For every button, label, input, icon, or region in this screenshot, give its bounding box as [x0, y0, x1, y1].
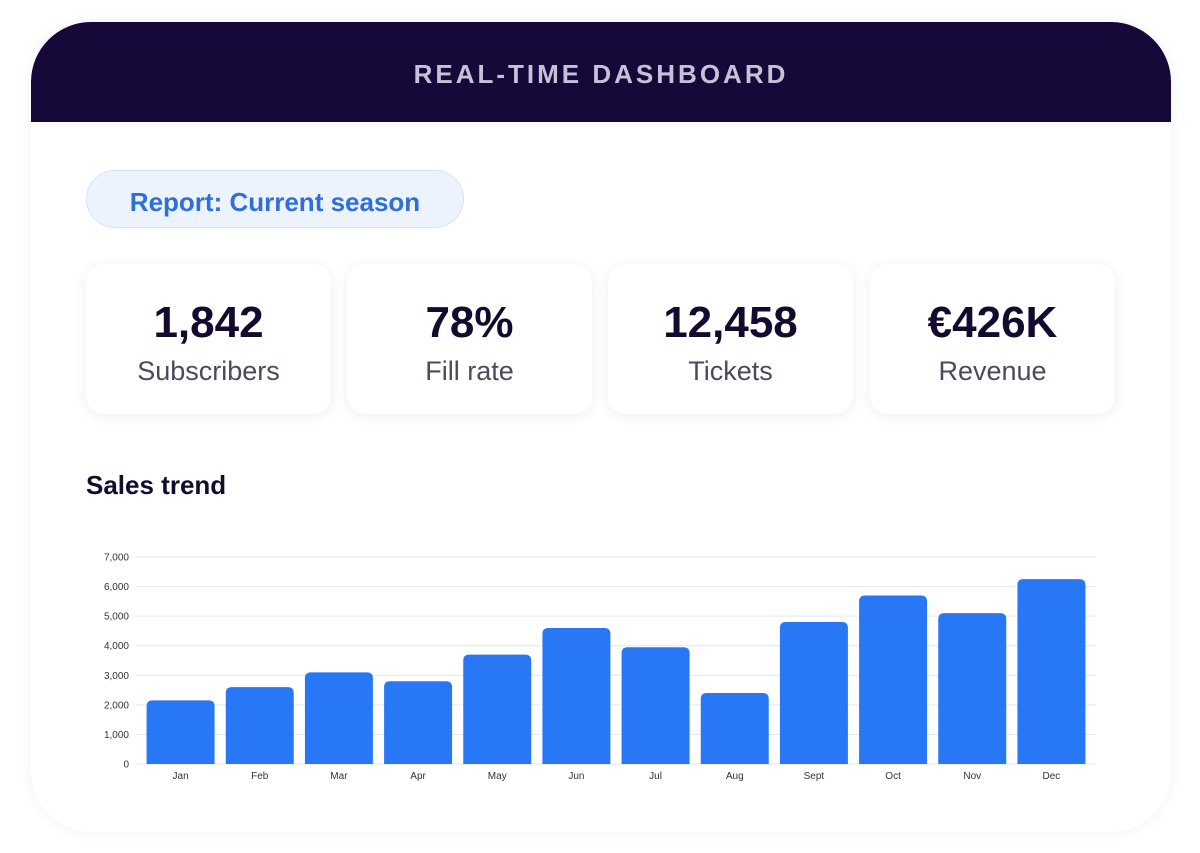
sales-trend-chart: 0 1,000 2,000 3,000 4,000 5,000 6,000 7,000 Jan F…: [91, 547, 1111, 817]
x-tick-label: Jul: [649, 771, 662, 782]
stat-value: 78%: [425, 298, 514, 347]
stat-value: 12,458: [663, 298, 798, 347]
y-tick-label: 2,000: [104, 700, 129, 711]
bar-jul[interactable]: [621, 647, 690, 764]
x-tick-label: Feb: [251, 771, 269, 782]
x-tick-label: Dec: [1043, 771, 1061, 782]
y-tick-label: 6,000: [104, 582, 129, 593]
x-tick-label: Jan: [173, 771, 189, 782]
x-tick-label: Aug: [726, 771, 744, 782]
dashboard-card: REAL-TIME DASHBOARD Report: Current seas…: [31, 22, 1171, 832]
x-tick-label: Mar: [330, 771, 348, 782]
bar-may[interactable]: [463, 654, 532, 764]
y-tick-label: 5,000: [104, 612, 129, 623]
y-tick-label: 4,000: [104, 641, 129, 652]
report-filter-label: Report: Current season: [129, 187, 421, 217]
x-tick-label: Nov: [963, 771, 981, 782]
y-tick-label: 3,000: [104, 671, 129, 682]
bar-jun[interactable]: [542, 627, 611, 764]
bar-feb[interactable]: [225, 687, 294, 764]
bar-nov[interactable]: [938, 613, 1007, 764]
x-tick-label: Oct: [885, 771, 901, 782]
bar-aug[interactable]: [700, 693, 769, 764]
bar-oct[interactable]: [859, 595, 928, 764]
report-filter-button[interactable]: Report: Current season: [86, 170, 464, 228]
x-tick-label: Jun: [568, 771, 584, 782]
x-tick-label: Apr: [410, 771, 426, 782]
stat-card-tickets: 12,458 Tickets: [608, 264, 853, 414]
stat-card-revenue: €426K Revenue: [870, 264, 1115, 414]
stat-label: Fill rate: [425, 356, 514, 386]
stat-card-subscribers: 1,842 Subscribers: [86, 264, 331, 414]
y-tick-label: 1,000: [104, 730, 129, 741]
stat-value: €426K: [927, 298, 1058, 347]
stat-card-fill-rate: 78% Fill rate: [347, 264, 592, 414]
y-tick-label: 7,000: [104, 553, 129, 564]
stat-value: 1,842: [153, 298, 264, 347]
bar-sept[interactable]: [779, 622, 848, 764]
header-bar: REAL-TIME DASHBOARD: [31, 22, 1171, 122]
bar-apr[interactable]: [384, 681, 453, 764]
sales-trend-title: Sales trend: [86, 470, 227, 500]
sales-bar-chart: 0 1,000 2,000 3,000 4,000 5,000 6,000 7,000 Jan F…: [104, 553, 1096, 782]
x-tick-label: Sept: [804, 771, 825, 782]
stat-label: Revenue: [938, 356, 1047, 386]
stat-label: Tickets: [688, 356, 773, 386]
bar-dec[interactable]: [1017, 579, 1086, 764]
bar-jan[interactable]: [146, 700, 215, 764]
x-tick-label: May: [488, 771, 507, 782]
y-tick-label: 0: [123, 760, 129, 771]
page-title: REAL-TIME DASHBOARD: [413, 59, 789, 89]
stat-label: Subscribers: [137, 356, 280, 386]
bar-mar[interactable]: [304, 672, 373, 764]
